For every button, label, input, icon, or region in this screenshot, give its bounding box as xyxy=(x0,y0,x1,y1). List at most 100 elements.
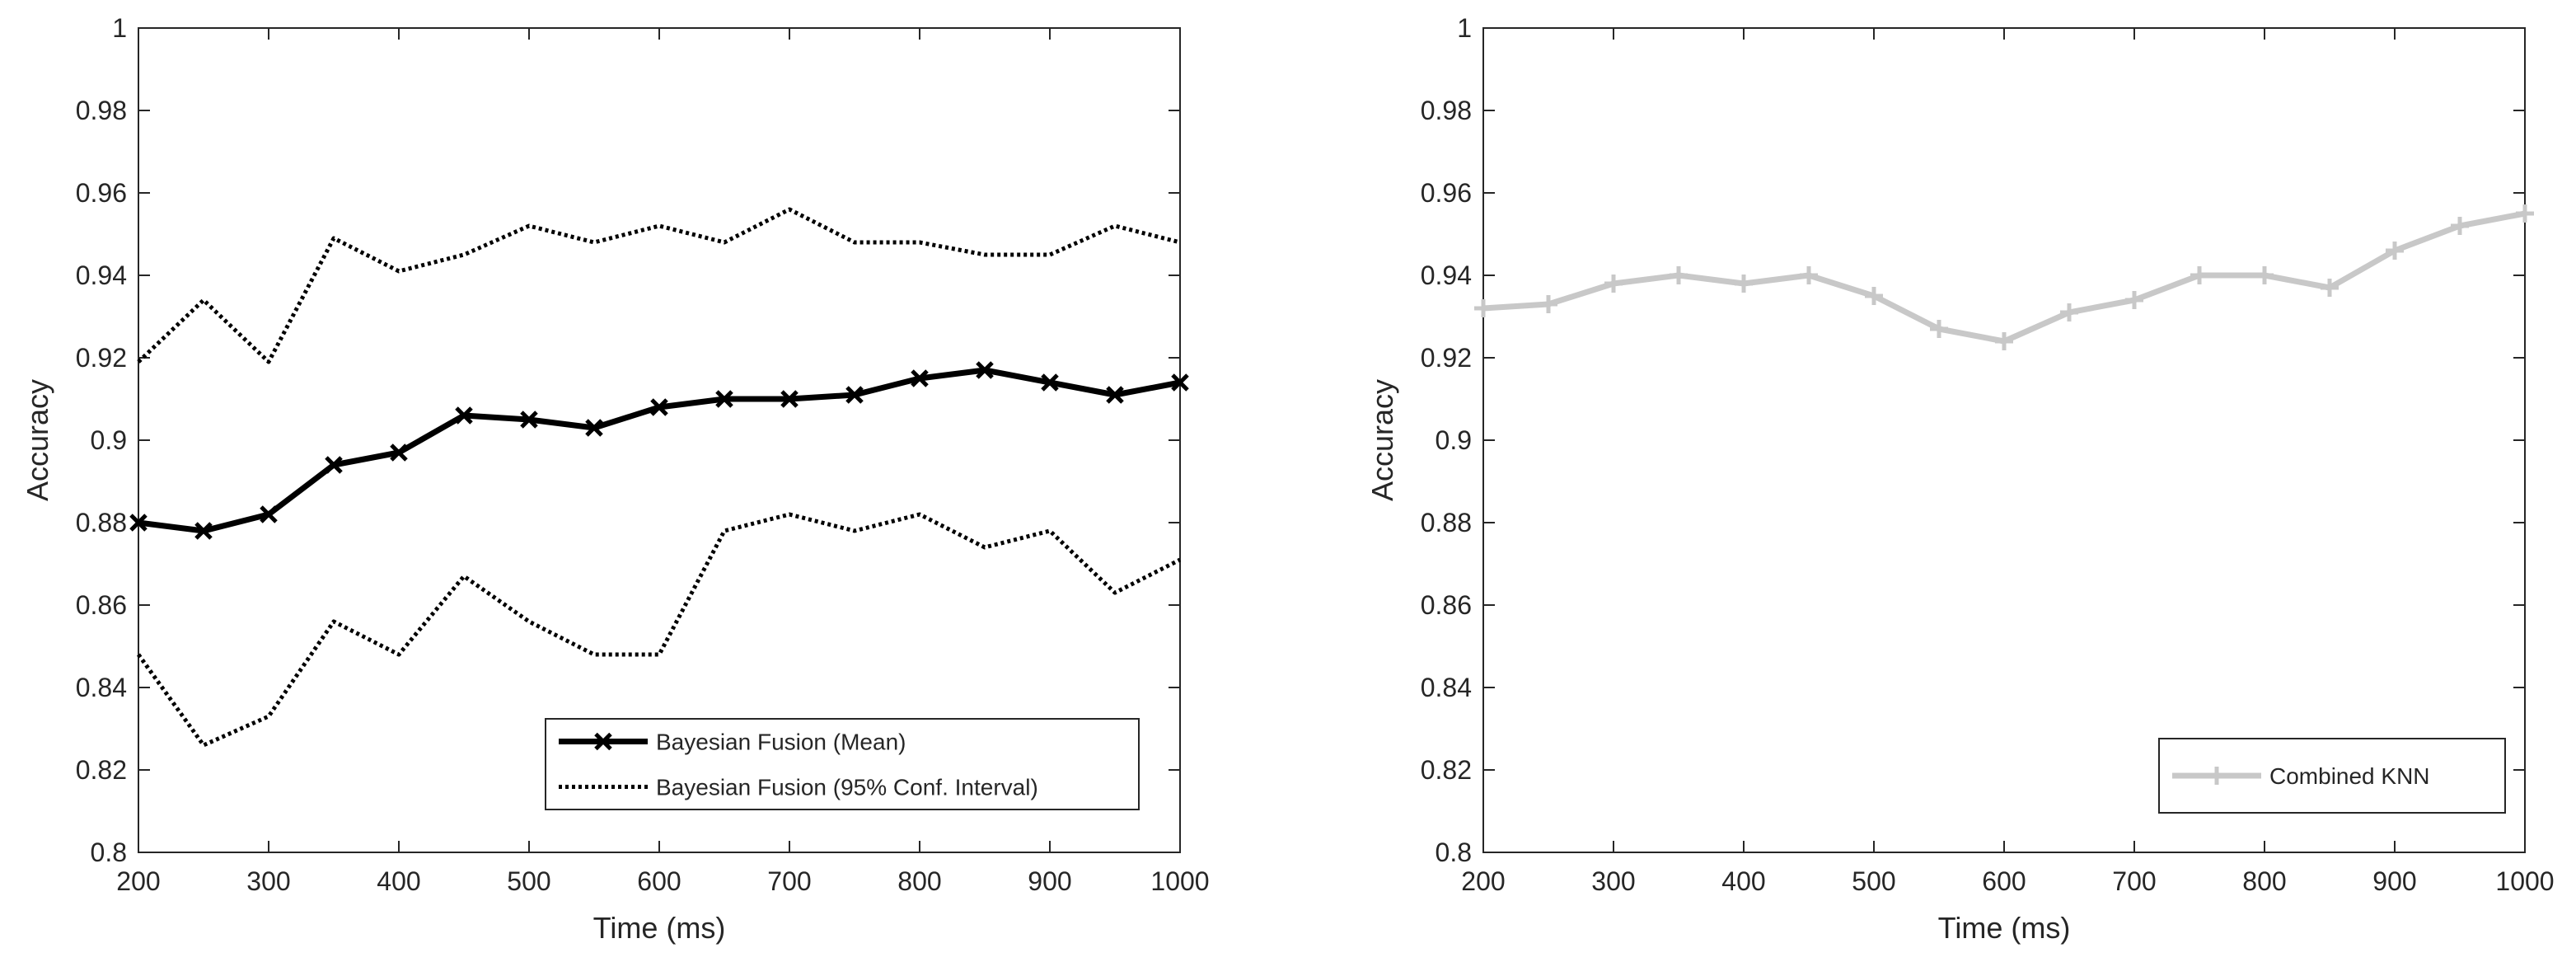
y-tick-label: 0.8 xyxy=(91,838,127,867)
y-tick-label: 0.84 xyxy=(76,673,127,702)
plot-area xyxy=(1482,27,2526,853)
data-point xyxy=(2255,266,2274,284)
y-tick-label: 0.9 xyxy=(1436,425,1472,455)
x-tick-label: 400 xyxy=(1721,866,1765,896)
y-tick-label: 1 xyxy=(1457,13,1472,43)
legend: Bayesian Fusion (Mean) Bayesian Fusion (9… xyxy=(545,718,1140,810)
data-point xyxy=(1604,275,1623,293)
data-point xyxy=(455,406,473,425)
x-tick-label: 700 xyxy=(767,866,811,896)
data-point xyxy=(260,505,278,523)
y-tick-label: 1 xyxy=(112,13,127,43)
x-tick-label: 200 xyxy=(1461,866,1505,896)
chart-1: 200 300 400 500 600 700 800 900 1000 0.8 0.82 0.84 0… xyxy=(21,13,1210,945)
data-point xyxy=(2321,279,2339,297)
y-tick-label: 0.82 xyxy=(76,755,127,785)
marker-stroke xyxy=(325,456,343,474)
data-point xyxy=(1930,320,1948,338)
y-tick-label: 0.94 xyxy=(1421,260,1472,290)
legend-label: Bayesian Fusion (Mean) xyxy=(656,730,906,755)
y-tick-label: 0.96 xyxy=(1421,178,1472,208)
series-line xyxy=(137,207,1181,364)
y-tick-label: 0.94 xyxy=(76,260,127,290)
data-point xyxy=(1041,373,1059,392)
legend-box xyxy=(545,718,1140,810)
marker-stroke xyxy=(650,398,668,416)
data-point xyxy=(390,443,408,462)
x-tick-label: 1000 xyxy=(1150,866,1209,896)
marker-stroke xyxy=(911,369,929,387)
marker-stroke xyxy=(1171,373,1189,392)
y-tick-label: 0.82 xyxy=(1421,755,1472,785)
legend-marker xyxy=(594,732,612,751)
x-tick-label: 300 xyxy=(246,866,290,896)
plot-area xyxy=(138,27,1181,853)
x-tick-label: 800 xyxy=(897,866,941,896)
data-point xyxy=(2451,217,2469,235)
y-tick-label: 0.86 xyxy=(76,590,127,620)
y-tick-label: 0.84 xyxy=(1421,673,1472,702)
x-tick-label: 600 xyxy=(637,866,681,896)
marker-stroke xyxy=(129,514,148,532)
marker-stroke xyxy=(260,505,278,523)
y-tick-label: 0.88 xyxy=(76,508,127,537)
marker-stroke xyxy=(194,522,213,540)
data-point xyxy=(1995,332,2013,350)
x-tick-label: 600 xyxy=(1982,866,2026,896)
data-point xyxy=(1800,266,1818,284)
y-axis-label: Accuracy xyxy=(21,379,54,501)
y-axis-label: Accuracy xyxy=(1365,379,1399,501)
data-point xyxy=(1670,266,1688,284)
marker-stroke xyxy=(715,390,733,408)
series-line xyxy=(136,512,1182,748)
y-tick-label: 0.8 xyxy=(1436,838,1472,867)
data-point xyxy=(2125,291,2143,309)
data-point xyxy=(1474,299,1492,317)
data-point xyxy=(2516,204,2534,223)
data-point xyxy=(911,369,929,387)
legend: Combined KNN xyxy=(2158,738,2506,814)
data-point xyxy=(1171,373,1189,392)
x-axis-label: Time (ms) xyxy=(1938,911,2071,945)
data-point xyxy=(194,522,213,540)
data-point xyxy=(1865,287,1883,305)
data-point xyxy=(325,456,343,474)
y-tick-label: 0.96 xyxy=(76,178,127,208)
y-tick-label: 0.88 xyxy=(1421,508,1472,537)
marker-stroke xyxy=(390,443,408,462)
marker-stroke xyxy=(1041,373,1059,392)
y-tick-label: 0.92 xyxy=(1421,343,1472,373)
x-tick-label: 300 xyxy=(1591,866,1635,896)
y-tick-label: 0.98 xyxy=(1421,96,1472,125)
x-tick-label: 700 xyxy=(2112,866,2156,896)
y-tick-label: 0.86 xyxy=(1421,590,1472,620)
marker-stroke xyxy=(585,419,603,437)
x-axis-label: Time (ms) xyxy=(593,911,726,945)
y-tick-label: 0.9 xyxy=(91,425,127,455)
data-point xyxy=(1735,275,1753,293)
marker-stroke xyxy=(976,361,994,379)
y-tick-label: 0.92 xyxy=(76,343,127,373)
data-point xyxy=(129,514,148,532)
marker-stroke xyxy=(520,411,538,429)
x-tick-label: 500 xyxy=(1852,866,1895,896)
x-tick-label: 900 xyxy=(2372,866,2416,896)
x-tick-label: 1000 xyxy=(2495,866,2554,896)
data-point xyxy=(650,398,668,416)
legend-label: Combined KNN xyxy=(2269,763,2430,789)
legend-label: Bayesian Fusion (95% Conf. Interval) xyxy=(656,775,1038,800)
data-point xyxy=(780,390,799,408)
x-tick-label: 800 xyxy=(2242,866,2286,896)
x-tick-label: 900 xyxy=(1028,866,1071,896)
x-tick-label: 400 xyxy=(377,866,420,896)
data-point xyxy=(2190,266,2208,284)
data-point xyxy=(2386,242,2404,260)
x-tick-label: 500 xyxy=(507,866,550,896)
data-point xyxy=(520,411,538,429)
data-point xyxy=(2060,303,2078,321)
marker-stroke xyxy=(1106,386,1124,404)
data-point xyxy=(976,361,994,379)
x-tick-label: 200 xyxy=(116,866,160,896)
marker-stroke xyxy=(845,386,864,404)
